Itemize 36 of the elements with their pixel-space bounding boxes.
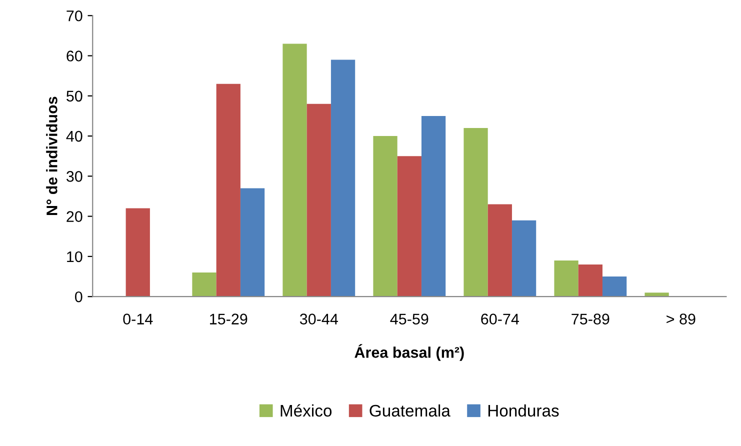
bar [240,188,265,297]
y-tick-label: 50 [66,90,82,102]
bar [330,60,356,297]
x-tick-label: > 89 [666,314,696,324]
legend-label: Guatemala [370,404,450,417]
bar [421,116,446,297]
y-axis-title: N° de individuos [46,96,58,215]
bar [512,220,536,297]
y-tick-label: 10 [67,251,82,262]
bar [464,128,488,297]
bar [126,208,150,297]
bar [554,260,578,297]
bar [306,104,331,297]
bar [578,264,602,297]
y-tick-label: 30 [66,171,82,182]
y-tick-label: 40 [66,130,82,142]
y-tick-label: 20 [66,211,82,222]
x-axis-title: Área basal (m²) [354,344,464,361]
x-tick-label: 30-44 [300,314,338,324]
bar [373,136,398,297]
x-tick-label: 0-14 [123,314,153,324]
y-tick-label: 60 [66,50,82,62]
bar [216,84,240,297]
legend-label: México [280,404,332,417]
legend-label: Honduras [488,404,559,417]
y-tick-label: 70 [66,10,82,22]
bar [397,156,422,297]
bar [602,276,627,297]
y-tick-label: 0 [75,291,82,302]
x-tick-label: 45-59 [390,314,428,324]
x-tick-label: 75-89 [572,314,610,324]
x-tick-label: 60-74 [481,314,519,324]
bar [192,272,216,297]
x-tick-label: 15-29 [210,314,248,324]
bar [488,204,512,297]
bar [282,44,307,297]
